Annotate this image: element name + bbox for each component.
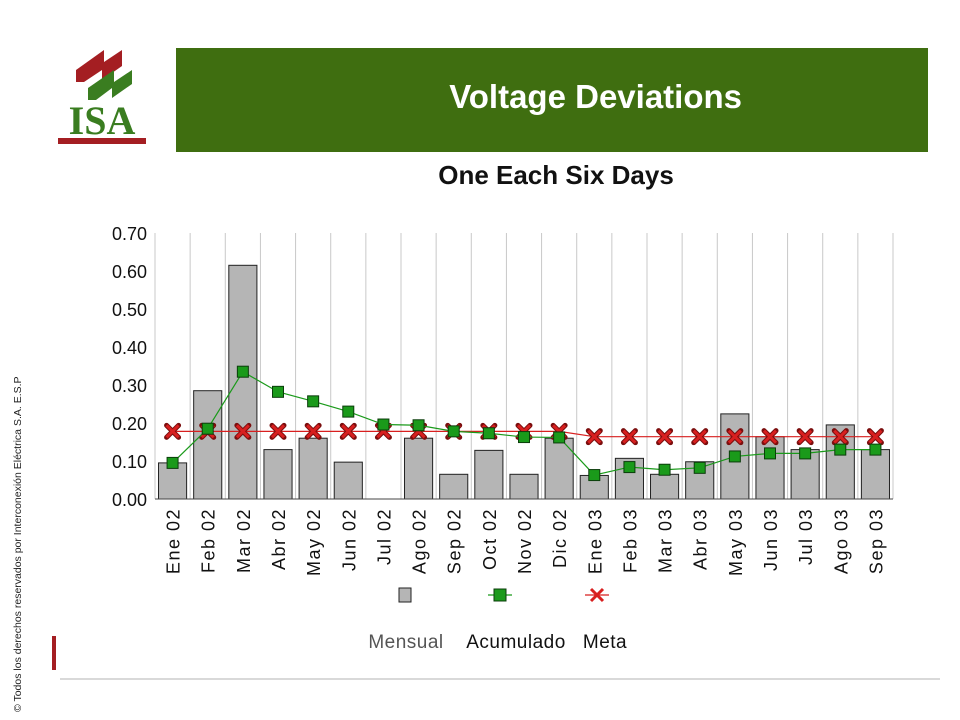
bar-mensual — [650, 473, 680, 500]
acumulado-marker — [658, 463, 671, 476]
acumulado-marker — [764, 447, 776, 460]
y-tick-label: 0.50 — [112, 300, 147, 320]
isa-logo: ISA — [52, 44, 152, 148]
bar-mensual — [228, 264, 258, 500]
legend-label-meta: Meta — [583, 632, 627, 653]
logo-text: ISA — [69, 98, 136, 143]
acumulado-marker — [869, 443, 882, 456]
x-tick-label: Jun 02 — [339, 508, 359, 571]
legend-label-mensual: Mensual — [368, 632, 443, 653]
x-tick-label: Feb 02 — [199, 508, 219, 573]
legend-swatch-mensual — [398, 587, 412, 603]
y-tick-label: 0.70 — [112, 224, 147, 244]
bar-mensual — [860, 449, 890, 500]
meta-marker-inner — [692, 429, 707, 444]
bar-mensual — [439, 473, 469, 500]
x-tick-label: Mar 02 — [234, 508, 254, 573]
bar-mensual — [755, 436, 785, 500]
acumulado-marker — [412, 419, 425, 432]
meta-marker-inner — [270, 424, 286, 439]
x-tick-label: Ago 03 — [831, 508, 851, 574]
meta-marker-inner — [622, 429, 637, 444]
page-title: Voltage Deviations — [449, 78, 742, 115]
y-axis-label-mask — [40, 260, 66, 400]
y-tick-label: 0.60 — [112, 262, 147, 282]
bar-mensual — [298, 437, 328, 500]
legend-swatch-acumulado — [493, 588, 507, 602]
meta-marker-inner — [657, 429, 672, 444]
meta-marker-inner — [727, 429, 742, 444]
legend-swatch-meta — [589, 587, 605, 603]
acumulado-marker — [201, 422, 214, 435]
acumulado-marker — [236, 365, 249, 378]
acumulado-marker — [799, 447, 812, 460]
bar-mensual — [158, 462, 188, 500]
x-tick-label: Jun 03 — [761, 508, 781, 571]
y-tick-label: 0.20 — [112, 414, 147, 434]
meta-marker-inner — [762, 429, 778, 444]
x-tick-label: Nov 02 — [515, 508, 535, 574]
legend-label-acumulado: Acumulado — [466, 632, 566, 653]
x-tick-label: Ago 02 — [410, 508, 430, 574]
acumulado-marker — [518, 431, 530, 444]
x-tick-label: Abr 02 — [269, 508, 289, 570]
x-tick-label: Dic 02 — [550, 508, 570, 568]
y-tick-label: 0.00 — [112, 490, 147, 510]
x-tick-label: Sep 02 — [445, 508, 465, 574]
bar-mensual — [333, 461, 363, 500]
chart-subtitle: One Each Six Days — [438, 160, 674, 190]
acumulado-marker — [834, 443, 847, 456]
x-tick-label: Sep 03 — [866, 508, 886, 574]
x-tick-label: Abr 03 — [691, 508, 711, 570]
x-tick-label: Feb 03 — [620, 508, 640, 573]
meta-marker-inner — [235, 424, 250, 439]
x-tick-label: Ene 02 — [164, 508, 184, 574]
acumulado-marker — [588, 469, 601, 482]
bar-mensual — [614, 457, 644, 500]
y-tick-label: 0.40 — [112, 338, 147, 358]
acumulado-marker — [623, 461, 636, 474]
bar-mensual — [474, 449, 504, 500]
x-tick-label: May 02 — [304, 508, 324, 576]
y-tick-label: 0.30 — [112, 376, 147, 396]
acumulado-marker — [553, 431, 566, 444]
bar-mensual — [404, 437, 434, 500]
x-tick-label: May 03 — [726, 508, 746, 576]
x-tick-label: Ene 03 — [585, 508, 605, 574]
bar-mensual — [193, 390, 223, 500]
x-tick-label: Oct 02 — [480, 508, 500, 570]
meta-marker-inner — [341, 424, 356, 439]
meta-marker-inner — [798, 429, 813, 444]
acumulado-marker — [272, 385, 284, 398]
y-tick-label: 0.10 — [112, 452, 147, 472]
meta-marker-inner — [833, 429, 848, 444]
bar-mensual — [509, 473, 539, 500]
meta-marker-inner — [587, 429, 602, 444]
x-tick-label: Mar 03 — [656, 508, 676, 573]
acumulado-marker — [377, 418, 390, 431]
acumulado-marker — [728, 450, 741, 463]
bar-mensual — [263, 449, 293, 500]
footer-divider — [60, 678, 940, 680]
acumulado-marker — [342, 405, 355, 418]
title-banner — [176, 48, 928, 152]
acumulado-marker — [693, 461, 706, 474]
left-accent-bar — [52, 636, 56, 670]
x-tick-label: Jul 03 — [796, 508, 816, 565]
meta-marker-inner — [165, 424, 180, 439]
acumulado-marker — [447, 425, 460, 438]
acumulado-marker — [307, 395, 320, 408]
meta-marker-inner — [868, 429, 883, 444]
acumulado-marker — [482, 427, 495, 440]
acumulado-marker — [166, 456, 179, 469]
x-tick-label: Jul 02 — [374, 508, 394, 565]
meta-marker-inner — [306, 424, 321, 439]
